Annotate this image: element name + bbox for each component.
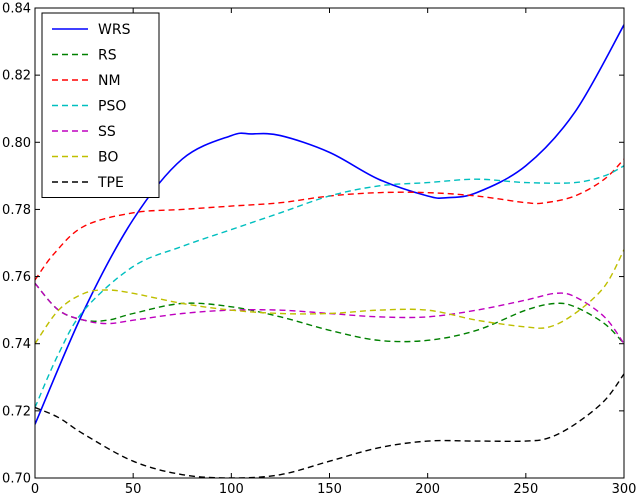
x-tick-label: 150 [317, 482, 342, 495]
y-tick-label: 0.80 [2, 136, 31, 151]
y-tick-label: 0.74 [2, 337, 31, 352]
x-tick-label: 300 [612, 482, 637, 495]
legend-box [41, 12, 160, 198]
legend-label-rs: RS [98, 48, 117, 64]
y-tick-label: 0.82 [2, 69, 31, 84]
x-tick-label: 0 [31, 482, 39, 495]
x-tick-label: 250 [513, 482, 538, 495]
x-tick-label: 100 [219, 482, 244, 495]
series-line-tpe [35, 373, 624, 478]
legend: WRS RS NM PSO SS BO TPE [41, 12, 160, 198]
legend-label-pso: PSO [98, 99, 126, 115]
x-tick-label: 200 [415, 482, 440, 495]
legend-label-tpe: TPE [97, 175, 124, 191]
y-tick-label: 0.76 [2, 270, 31, 285]
x-tick-label: 50 [125, 482, 142, 495]
legend-label-bo: BO [98, 150, 118, 166]
series-line-ss [35, 282, 624, 345]
series-line-pso [35, 165, 624, 408]
y-tick-label: 0.72 [2, 404, 31, 419]
legend-label-nm: NM [98, 73, 121, 89]
y-tick-label: 0.84 [2, 2, 31, 17]
y-tick-label: 0.70 [2, 472, 31, 487]
legend-label-wrs: WRS [98, 22, 131, 38]
y-tick-label: 0.78 [2, 203, 31, 218]
legend-label-ss: SS [98, 124, 116, 140]
series-line-wrs [35, 24, 624, 425]
series-line-rs [35, 282, 624, 345]
series-layer [35, 24, 624, 478]
series-line-nm [35, 158, 624, 281]
